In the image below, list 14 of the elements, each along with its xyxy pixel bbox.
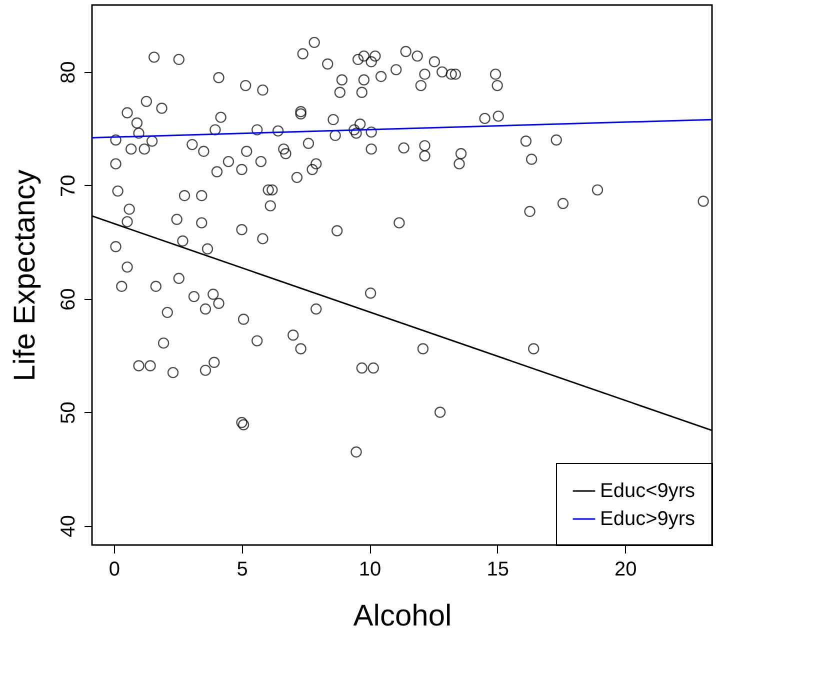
y-axis-title: Life Expectancy	[8, 170, 42, 382]
y-tick-label: 50	[58, 402, 80, 424]
x-tick-label: 5	[236, 558, 248, 580]
y-tick-label: 40	[58, 515, 80, 538]
x-tick-label: 0	[108, 558, 120, 580]
x-tick-label: 20	[614, 558, 637, 580]
x-tick-label: 15	[486, 558, 509, 580]
x-axis-title: Alcohol	[353, 600, 452, 632]
y-tick-label: 60	[58, 288, 80, 310]
y-tick-label: 80	[58, 61, 80, 84]
legend-label: Educ<9yrs	[600, 480, 696, 502]
legend-label: Educ>9yrs	[600, 508, 696, 530]
y-tick-label: 70	[58, 174, 80, 198]
x-tick-label: 10	[358, 558, 382, 580]
